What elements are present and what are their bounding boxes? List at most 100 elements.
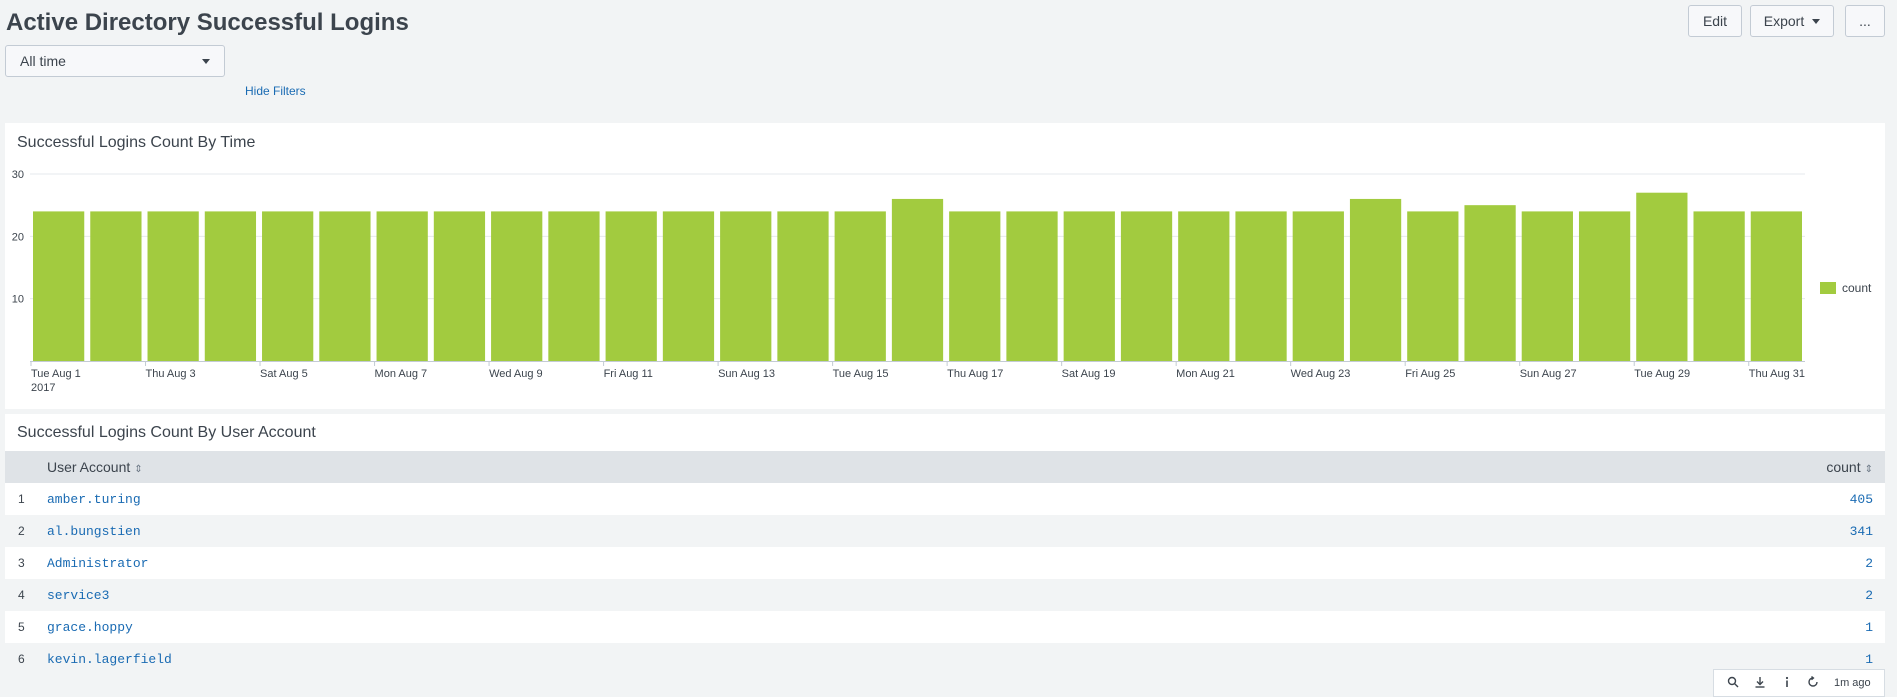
legend-swatch [1820, 282, 1836, 294]
user-account-header[interactable]: User Account ⇕ [47, 451, 1298, 483]
count-cell[interactable]: 2 [1865, 587, 1873, 603]
chart-bar[interactable] [662, 211, 715, 361]
more-actions-label: ... [1859, 13, 1871, 29]
x-tick-label: Sat Aug 19 [1062, 368, 1116, 380]
chart-bar[interactable] [548, 211, 600, 361]
chart-bar[interactable] [1235, 211, 1287, 361]
chart-bar[interactable] [834, 211, 886, 361]
more-actions-button[interactable]: ... [1845, 5, 1885, 37]
chart-bar[interactable] [1750, 211, 1802, 361]
x-tick-label: Tue Aug 29 [1634, 368, 1690, 380]
user-account-cell[interactable]: grace.hoppy [47, 619, 133, 635]
download-icon[interactable] [1754, 676, 1766, 691]
count-header[interactable]: count ⇕ [1298, 451, 1885, 483]
chart-bar[interactable] [1693, 211, 1745, 361]
table-row: 4 service3 2 [5, 579, 1885, 611]
x-tick-label: Tue Aug 15 [833, 368, 889, 380]
export-button-label: Export [1763, 13, 1805, 29]
chart-bar[interactable] [1521, 211, 1573, 361]
user-account-cell[interactable]: amber.turing [47, 491, 141, 507]
chart-bar[interactable] [33, 211, 85, 361]
table-header-row: User Account ⇕ count ⇕ [5, 451, 1885, 483]
chart-bar[interactable] [319, 211, 371, 361]
x-tick-label: Sun Aug 13 [718, 368, 775, 380]
chart-bar[interactable] [262, 211, 314, 361]
chevron-down-icon [202, 58, 210, 64]
user-account-table: User Account ⇕ count ⇕ 1 amber.turing 405 … [5, 451, 1885, 675]
chart-bar[interactable] [1120, 211, 1173, 361]
x-tick-label: Mon Aug 7 [375, 368, 428, 380]
time-range-value: All time [20, 53, 66, 69]
count-cell[interactable]: 2 [1865, 555, 1873, 571]
search-icon[interactable] [1727, 676, 1739, 691]
chart-bar[interactable] [1464, 205, 1516, 361]
sort-icon[interactable]: ⇕ [1864, 464, 1873, 475]
x-tick-label: Sun Aug 27 [1520, 368, 1577, 380]
chart-bar[interactable] [90, 211, 142, 361]
chart-bar[interactable] [891, 198, 944, 361]
chart-bar[interactable] [949, 211, 1001, 361]
count-cell[interactable]: 1 [1865, 651, 1873, 667]
x-tick-label: Wed Aug 23 [1291, 368, 1351, 380]
panel-footer-toolbar: 1m ago [1713, 669, 1885, 697]
chart-bar[interactable] [147, 211, 199, 361]
user-account-cell[interactable]: Administrator [47, 555, 149, 571]
edit-button[interactable]: Edit [1688, 5, 1742, 37]
user-account-header-label: User Account [47, 459, 131, 475]
legend-label: count [1842, 281, 1872, 295]
chart-bar[interactable] [605, 211, 657, 361]
x-tick-label: Thu Aug 31 [1749, 368, 1805, 380]
chart-bar[interactable] [1578, 211, 1631, 361]
x-tick-label: Fri Aug 25 [1405, 368, 1455, 380]
chart-bar[interactable] [204, 211, 257, 361]
time-range-picker[interactable]: All time [5, 45, 225, 77]
chart-panel: Successful Logins Count By Time 30 20 10 Tu… [5, 123, 1885, 409]
export-button[interactable]: Export [1750, 5, 1834, 37]
x-tick-label: Sat Aug 5 [260, 368, 308, 380]
table-row: 1 amber.turing 405 [5, 483, 1885, 515]
chart-bar[interactable] [376, 211, 428, 361]
index-header [5, 451, 47, 483]
table-panel: Successful Logins Count By User Account … [5, 414, 1885, 675]
sort-icon[interactable]: ⇕ [134, 464, 143, 475]
x-tick-label: Wed Aug 9 [489, 368, 543, 380]
row-index: 4 [18, 588, 25, 602]
chart-bar[interactable] [777, 211, 829, 361]
x-tick-label: Thu Aug 3 [146, 368, 196, 380]
logins-bar-chart: 30 20 10 Tue Aug 1 2017 Thu Aug 3 Sat Aug 5 Mon… [12, 169, 1805, 394]
chart-bar[interactable] [1063, 211, 1115, 361]
chart-bar[interactable] [1006, 211, 1058, 361]
user-account-cell[interactable]: kevin.lagerfield [47, 651, 172, 667]
last-updated-text: 1m ago [1833, 677, 1871, 689]
chart-bar[interactable] [1292, 211, 1344, 361]
chart-bar[interactable] [1636, 192, 1688, 361]
x-tick-sublabel: 2017 [31, 382, 55, 394]
table-row: 5 grace.hoppy 1 [5, 611, 1885, 643]
chart-bar[interactable] [491, 211, 543, 361]
info-icon[interactable] [1781, 676, 1793, 691]
row-index: 1 [18, 492, 25, 506]
table-row: 3 Administrator 2 [5, 547, 1885, 579]
chart-panel-title: Successful Logins Count By Time [17, 134, 256, 151]
table-panel-title: Successful Logins Count By User Account [17, 424, 316, 441]
x-tick-label: Fri Aug 11 [604, 368, 653, 380]
x-tick-label: Mon Aug 21 [1176, 368, 1235, 380]
row-index: 2 [18, 524, 25, 538]
user-account-cell[interactable]: service3 [47, 587, 110, 603]
count-cell[interactable]: 405 [1849, 491, 1873, 507]
chart-legend[interactable]: count [1820, 281, 1871, 295]
hide-filters-link[interactable]: Hide Filters [245, 84, 306, 98]
count-cell[interactable]: 1 [1865, 619, 1873, 635]
edit-button-label: Edit [1702, 13, 1728, 29]
user-account-cell[interactable]: al.bungstien [47, 523, 141, 539]
refresh-icon[interactable] [1807, 675, 1819, 691]
chart-bar[interactable] [1349, 198, 1402, 361]
count-cell[interactable]: 341 [1849, 523, 1873, 539]
table-row: 6 kevin.lagerfield 1 [5, 643, 1885, 675]
chart-bar[interactable] [1178, 211, 1230, 361]
row-index: 5 [18, 620, 25, 634]
row-index: 3 [18, 556, 25, 570]
chart-bar[interactable] [1407, 211, 1459, 361]
chart-bar[interactable] [720, 211, 772, 361]
chart-bar[interactable] [433, 211, 486, 361]
